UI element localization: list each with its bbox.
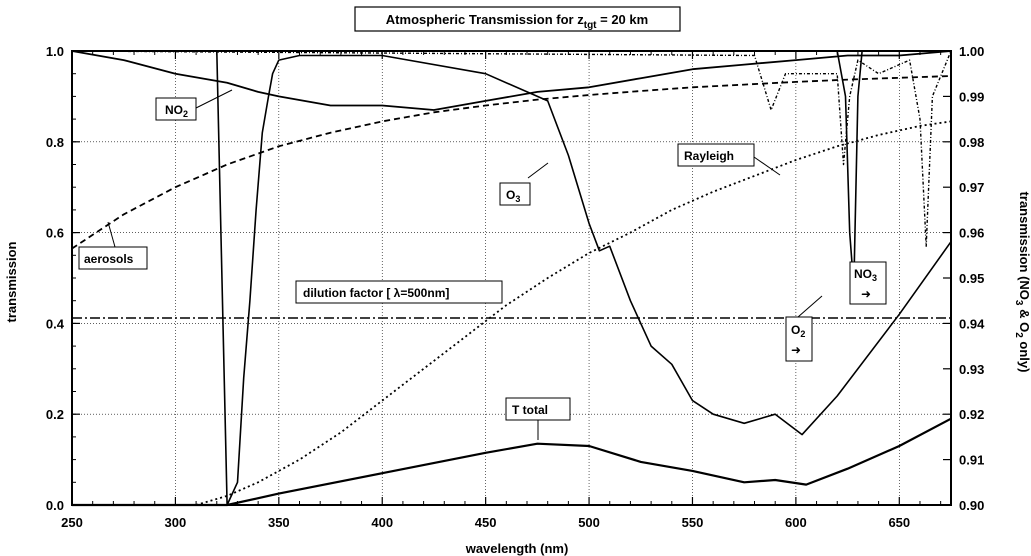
series-group [71, 50, 952, 507]
grid [71, 50, 951, 506]
annotation-ttotal: T total [505, 397, 571, 440]
y-axis-label: transmission [4, 241, 19, 322]
annotation-o2: O2 ➜ [785, 295, 823, 362]
y2-axis-label: transmission (NO3 & O2 only) [1013, 192, 1031, 373]
svg-text:➜: ➜ [861, 287, 871, 301]
x-tick-label: 450 [475, 515, 497, 530]
svg-text:dilution factor [ λ=500nm]: dilution factor [ λ=500nm] [303, 286, 449, 300]
series-line-o3 [72, 50, 952, 506]
y2-tick-label: 0.95 [959, 271, 984, 286]
y2-tick-label: 1.00 [959, 44, 984, 59]
y2-tick-label: 0.93 [959, 362, 984, 377]
x-tick-label: 550 [682, 515, 704, 530]
y2-tick-label: 0.94 [959, 316, 985, 331]
x-tick-label: 250 [61, 515, 83, 530]
chart-title: Atmospheric Transmission for ztgt = 20 k… [354, 6, 681, 32]
series-line-o2 [72, 50, 951, 288]
x-tick-label: 500 [578, 515, 600, 530]
y2-tick-label: 0.99 [959, 89, 984, 104]
series-line-no3 [71, 50, 952, 247]
series-line-rayleigh [195, 120, 952, 506]
title-box [354, 6, 681, 32]
svg-text:Rayleigh: Rayleigh [684, 149, 734, 163]
series-line-aerosols [71, 75, 952, 250]
svg-text:O2: O2 [791, 323, 805, 339]
axis-ticks: 250 300 350 400 450 500 550 600 650 0.0 0.2 0.4 0.6 0… [46, 44, 985, 530]
y-tick-label: 0.2 [46, 407, 64, 422]
series-line-t-total [72, 417, 952, 507]
svg-text:O3: O3 [506, 188, 520, 204]
annotation-dilution: dilution factor [ λ=500nm] [295, 280, 503, 304]
x-tick-label: 600 [785, 515, 807, 530]
svg-text:NO2: NO2 [165, 103, 188, 119]
y2-tick-label: 0.98 [959, 135, 984, 150]
svg-text:aerosols: aerosols [84, 252, 134, 266]
y2-tick-label: 0.91 [959, 453, 984, 468]
x-tick-label: 350 [268, 515, 290, 530]
y-tick-label: 1.0 [46, 44, 64, 59]
y2-tick-label: 0.96 [959, 226, 984, 241]
annotation-aerosols: aerosols [78, 221, 148, 270]
x-tick-label: 400 [371, 515, 393, 530]
annotation-no3: NO3 ➜ [849, 261, 887, 305]
title-text: Atmospheric Transmission for ztgt = 20 k… [386, 12, 648, 31]
annotation-o3: O3 [499, 162, 549, 206]
y-tick-label: 0.0 [46, 498, 64, 513]
annotation-no2: NO2 [155, 89, 233, 121]
x-axis-label: wavelength (nm) [465, 541, 569, 556]
plot-frame [71, 50, 952, 506]
y2-tick-label: 0.92 [959, 407, 984, 422]
svg-text:NO3: NO3 [854, 267, 877, 283]
annotation-rayleigh: Rayleigh [677, 143, 781, 176]
svg-text:➜: ➜ [791, 343, 801, 357]
y2-tick-label: 0.97 [959, 180, 984, 195]
y2-tick-label: 0.90 [959, 498, 984, 513]
x-tick-label: 300 [165, 515, 187, 530]
x-tick-label: 650 [888, 515, 910, 530]
svg-text:T total: T total [512, 403, 548, 417]
y-tick-label: 0.6 [46, 226, 64, 241]
series-line-no2 [71, 50, 952, 111]
y-tick-label: 0.8 [46, 135, 64, 150]
y-tick-label: 0.4 [46, 316, 65, 331]
